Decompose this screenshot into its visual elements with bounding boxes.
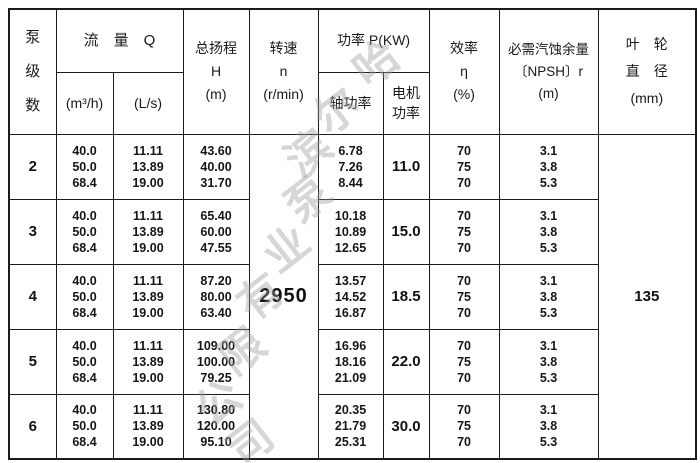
cell-stage: 6 [8, 393, 57, 460]
cell-flow-ls: 11.11 13.89 19.00 [112, 393, 184, 460]
cell-efficiency: 70 75 70 [428, 198, 500, 265]
col-header-head: 总扬程 H (m) [182, 8, 250, 135]
col-header-efficiency: 效率 η (%) [428, 8, 500, 135]
table-row: 2 40.0 50.0 68.4 11.11 13.89 19.00 43.60… [8, 133, 697, 460]
cell-efficiency: 70 75 70 [428, 263, 500, 330]
cell-motor-power: 30.0 [382, 393, 430, 460]
cell-head: 87.20 80.00 63.40 [182, 263, 250, 330]
cell-shaft-power: 20.35 21.79 25.31 [317, 393, 384, 460]
table-row: 4 40.0 50.0 68.4 11.11 13.89 19.00 87.20… [8, 263, 696, 330]
cell-head: 43.60 40.00 31.70 [182, 133, 250, 200]
table-row: 5 40.0 50.0 68.4 11.11 13.89 19.00 109.0… [8, 328, 696, 395]
cell-shaft-power: 10.18 10.89 12.65 [317, 198, 384, 265]
cell-npsh: 3.1 3.8 5.3 [498, 328, 599, 395]
cell-shaft-power: 16.96 18.16 21.09 [317, 328, 384, 395]
col-header-power: 功率 P(KW) [317, 8, 430, 73]
col-header-impeller: 叶 轮 直 径 (mm) [597, 8, 697, 135]
cell-motor-power: 22.0 [382, 328, 430, 395]
cell-flow-m3h: 40.0 50.0 68.4 [55, 263, 114, 330]
cell-stage: 5 [8, 328, 57, 395]
header-row-2: (m³/h) (L/s) 轴功率 电机 功率 [9, 71, 696, 135]
cell-efficiency: 70 75 70 [428, 133, 500, 200]
col-header-flow-m3h: (m³/h) [55, 71, 114, 135]
col-header-npsh: 必需汽蚀余量 〔NPSH〕r (m) [498, 8, 599, 135]
cell-shaft-power: 6.78 7.26 8.44 [317, 133, 384, 200]
cell-npsh: 3.1 3.8 5.3 [498, 133, 599, 200]
col-header-motor-power: 电机 功率 [382, 71, 430, 135]
cell-motor-power: 11.0 [382, 133, 430, 200]
cell-flow-m3h: 40.0 50.0 68.4 [55, 328, 114, 395]
cell-stage: 4 [8, 263, 57, 330]
cell-stage: 2 [8, 133, 57, 200]
cell-motor-power: 18.5 [382, 263, 430, 330]
cell-head: 130.80 120.00 95.10 [182, 393, 250, 460]
header-row-1: 泵 级 数 流 量 Q 总扬程 H (m) 转速 n (r/min) 功率 P(… [8, 8, 697, 135]
cell-impeller-diameter: 135 [597, 133, 697, 460]
cell-head: 65.40 60.00 47.55 [182, 198, 250, 265]
cell-flow-ls: 11.11 13.89 19.00 [112, 198, 184, 265]
cell-efficiency: 70 75 70 [428, 328, 500, 395]
cell-head: 109.00 100.00 79.25 [182, 328, 250, 395]
cell-flow-ls: 11.11 13.89 19.00 [112, 328, 184, 395]
table-row: 6 40.0 50.0 68.4 11.11 13.89 19.00 130.8… [8, 393, 696, 460]
col-header-flow-ls: (L/s) [112, 71, 184, 135]
cell-speed: 2950 [248, 133, 319, 460]
col-header-stage: 泵 级 数 [8, 8, 57, 135]
cell-motor-power: 15.0 [382, 198, 430, 265]
cell-stage: 3 [8, 198, 57, 265]
cell-flow-ls: 11.11 13.89 19.00 [112, 133, 184, 200]
cell-npsh: 3.1 3.8 5.3 [498, 198, 599, 265]
col-header-shaft-power: 轴功率 [317, 71, 384, 135]
pump-spec-table: 泵 级 数 流 量 Q 总扬程 H (m) 转速 n (r/min) 功率 P(… [8, 8, 698, 460]
cell-flow-ls: 11.11 13.89 19.00 [112, 263, 184, 330]
cell-flow-m3h: 40.0 50.0 68.4 [55, 133, 114, 200]
table-row: 3 40.0 50.0 68.4 11.11 13.89 19.00 65.40… [8, 198, 696, 265]
cell-flow-m3h: 40.0 50.0 68.4 [55, 393, 114, 460]
cell-flow-m3h: 40.0 50.0 68.4 [55, 198, 114, 265]
cell-efficiency: 70 75 70 [428, 393, 500, 460]
col-header-flow: 流 量 Q [55, 8, 184, 73]
col-header-speed: 转速 n (r/min) [248, 8, 319, 135]
cell-npsh: 3.1 3.8 5.3 [498, 393, 599, 460]
cell-npsh: 3.1 3.8 5.3 [498, 263, 599, 330]
cell-shaft-power: 13.57 14.52 16.87 [317, 263, 384, 330]
